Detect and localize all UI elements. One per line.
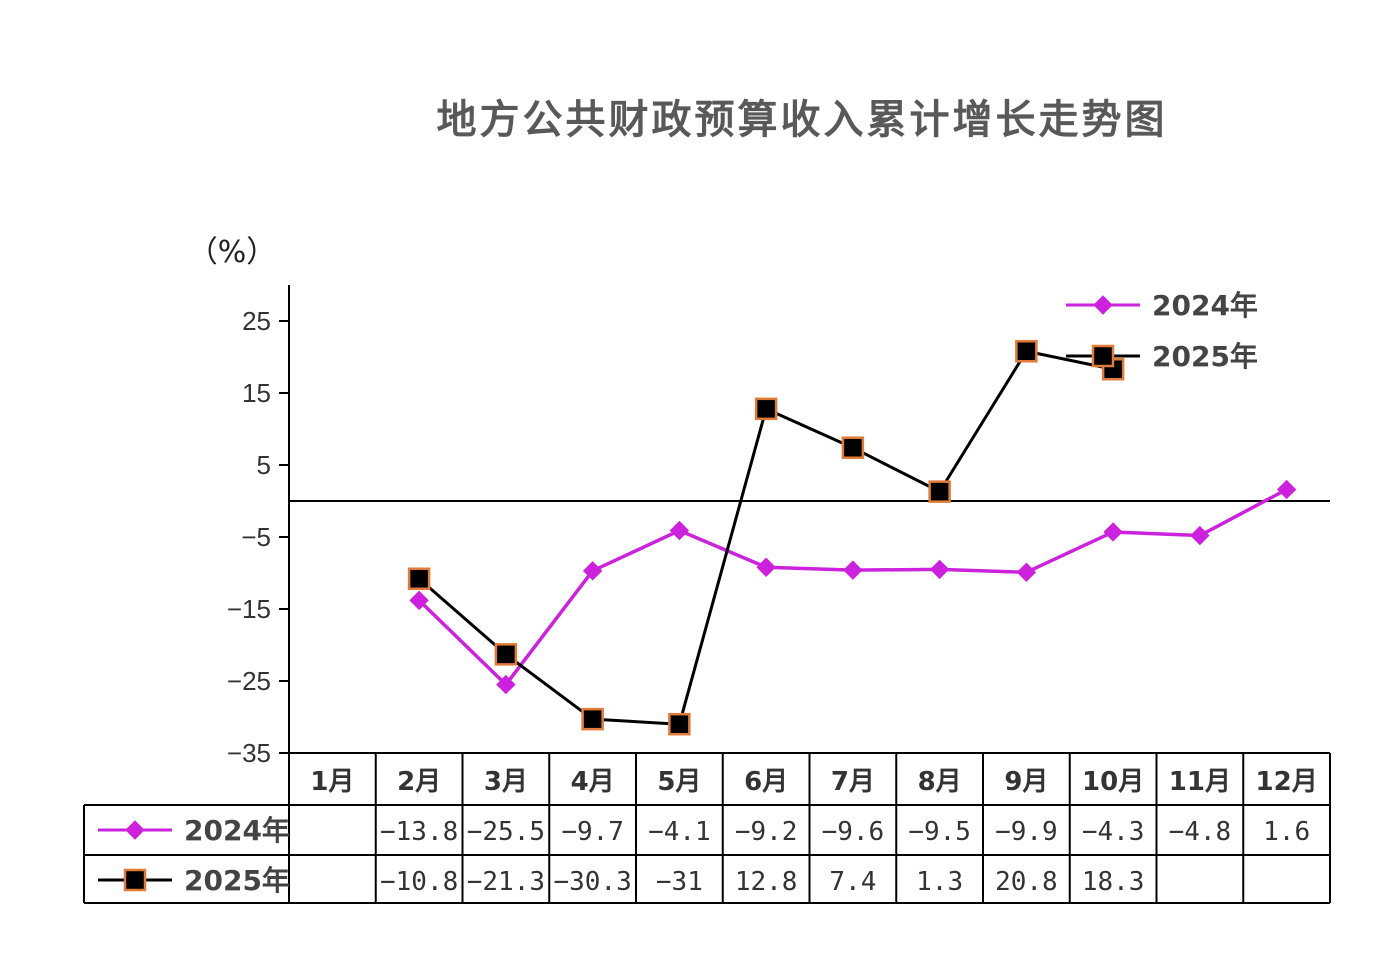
y-tick-label: 5 xyxy=(257,450,271,480)
legend: 2024年 2025年 xyxy=(1066,289,1258,373)
point-2025 xyxy=(494,643,518,666)
legend-item-2024: 2024年 xyxy=(1066,289,1258,322)
table-cell: −9.9 xyxy=(995,817,1058,847)
y-tick-label: −35 xyxy=(227,738,271,768)
x-category-label: 5月 xyxy=(657,767,701,797)
point-2025 xyxy=(1015,339,1038,363)
y-tick-label: −15 xyxy=(227,594,271,624)
point-2024 xyxy=(1190,525,1210,546)
x-category-label: 4月 xyxy=(571,767,615,797)
table-row-2024: 2024年 −13.8 −25.5 −9.7 −4.1 −9.2 −9.6 −9.5 −9.9−… xyxy=(98,814,1310,847)
table-cell: −31 xyxy=(656,867,703,897)
table-cell: −4.8 xyxy=(1169,817,1232,847)
x-category-label: 2月 xyxy=(397,767,441,797)
series-2024 xyxy=(409,479,1297,695)
legend-marker xyxy=(1091,344,1115,368)
y-tick-label: −25 xyxy=(227,666,271,696)
series-line-2024 xyxy=(417,487,1288,687)
point-2024 xyxy=(1103,522,1123,542)
point-2024 xyxy=(1276,479,1297,500)
point-2024 xyxy=(1016,562,1037,582)
table-cell: 12.8 xyxy=(735,867,798,897)
table-cell: 20.8 xyxy=(995,867,1058,897)
point-2025 xyxy=(928,480,951,503)
point-2025 xyxy=(668,712,691,736)
table-legend-marker xyxy=(125,820,145,840)
point-2024 xyxy=(929,559,950,580)
table-cell: −9.7 xyxy=(561,817,624,847)
table-cell: −21.3 xyxy=(467,867,545,897)
y-tick-label: 15 xyxy=(242,378,271,408)
point-2024 xyxy=(409,590,429,611)
point-2024 xyxy=(496,674,516,695)
legend-label: 2025年 xyxy=(1152,340,1258,373)
x-category-label: 7月 xyxy=(831,767,875,797)
point-2025 xyxy=(841,436,865,459)
table-cell: 1.6 xyxy=(1263,817,1310,847)
x-category-label: 8月 xyxy=(918,767,962,797)
series-layer xyxy=(407,339,1297,736)
table-cell: −25.5 xyxy=(467,817,545,847)
table-cell: 1.3 xyxy=(916,867,963,897)
x-category-label: 3月 xyxy=(484,767,528,797)
point-2025 xyxy=(407,567,431,591)
table-cell: −10.8 xyxy=(380,867,458,897)
legend-marker xyxy=(1093,295,1113,315)
table-cell: −4.3 xyxy=(1082,817,1145,847)
table-row-2025: 2025年 −10.8 −21.3 −30.3 −31 12.8 7.4 1.3 20.8 18.… xyxy=(98,864,1144,897)
point-2025 xyxy=(754,397,778,421)
table-cell: 18.3 xyxy=(1082,867,1145,897)
x-category-label: 6月 xyxy=(744,767,788,797)
y-tick-label: −5 xyxy=(241,522,271,552)
x-category-label: 9月 xyxy=(1004,767,1048,797)
axes: 25 15 5 −5 −15 −25 −35 xyxy=(227,285,1330,768)
x-category-label: 12月 xyxy=(1256,767,1318,797)
table-cell: −4.1 xyxy=(648,817,711,847)
point-2024 xyxy=(582,561,603,581)
chart-title: 地方公共财政预算收入累计增长走势图 xyxy=(437,97,1168,143)
legend-item-2025: 2025年 xyxy=(1066,340,1258,373)
y-tick-label: 25 xyxy=(242,306,271,336)
table-cell: −13.8 xyxy=(380,817,458,847)
y-axis-unit: （%） xyxy=(188,235,277,270)
legend-label: 2024年 xyxy=(1152,289,1258,322)
point-2024 xyxy=(756,557,776,577)
point-2024 xyxy=(669,520,690,541)
table-cell: −9.5 xyxy=(908,817,971,847)
series-2025 xyxy=(407,339,1125,736)
x-category-label: 10月 xyxy=(1082,767,1144,797)
table-cell: −9.6 xyxy=(822,817,885,847)
table-cell: −30.3 xyxy=(553,867,631,897)
table-legend-marker xyxy=(123,868,147,892)
table-cell: 7.4 xyxy=(829,867,876,897)
point-2024 xyxy=(843,560,863,580)
x-category-label: 1月 xyxy=(310,767,354,797)
data-table: 1月 2月 3月 4月 5月 6月 7月 8月 9月 10月 11月 12月 2024年 −13.8 −25… xyxy=(83,752,1331,904)
table-series-name: 2025年 xyxy=(184,864,290,897)
x-category-label: 11月 xyxy=(1169,767,1231,797)
table-series-name: 2024年 xyxy=(184,814,290,847)
point-2025 xyxy=(581,707,604,731)
table-cell: −9.2 xyxy=(735,817,798,847)
